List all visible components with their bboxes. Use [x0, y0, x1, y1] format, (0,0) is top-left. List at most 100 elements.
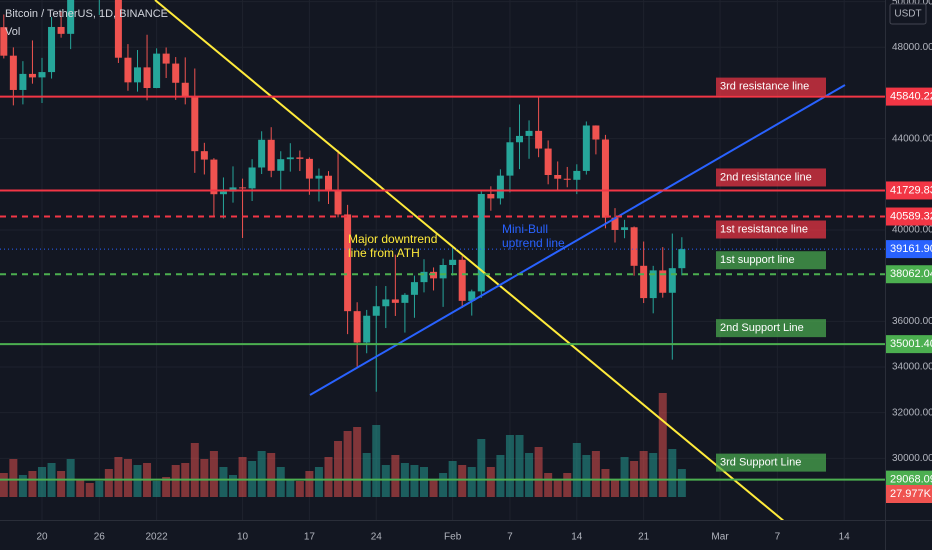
candle-body: [649, 270, 657, 299]
y-tick-label: 30000.00: [892, 453, 932, 464]
volume-bar: [190, 443, 199, 497]
volume-bar: [18, 475, 27, 497]
candle-body: [48, 26, 56, 73]
x-tick-label: 14: [571, 532, 583, 543]
level-tag: [885, 335, 932, 354]
volume-bar: [123, 459, 132, 497]
candle-body: [601, 139, 609, 218]
volume-bar: [534, 447, 543, 497]
candle-body: [659, 270, 667, 293]
candle-body: [114, 0, 122, 58]
candle-body: [458, 259, 466, 301]
volume-bar: [362, 453, 371, 497]
level-tag-label: 45840.22: [890, 91, 932, 103]
level-tag-label: 40589.32: [890, 210, 932, 222]
volume-bar: [486, 467, 495, 497]
volume-bar: [238, 457, 247, 497]
y-tick-label: 36000.00: [892, 316, 932, 327]
volume-bar: [209, 451, 218, 497]
annotation: uptrend line: [502, 236, 565, 250]
volume-label: Vol: [5, 26, 20, 38]
candle-body: [172, 63, 180, 83]
level-box: [716, 168, 826, 187]
candle-body: [640, 265, 648, 299]
candle-body: [134, 67, 141, 83]
volume-bar: [563, 473, 572, 497]
volume-bar: [57, 471, 66, 497]
volume-bar: [458, 465, 467, 497]
volume-bar: [38, 467, 46, 497]
volume-bar: [391, 455, 400, 497]
x-tick-label: 2022: [145, 532, 168, 543]
x-tick-label: Feb: [444, 532, 462, 543]
level-tag-label: 29068.09: [890, 474, 932, 486]
level-name: 3rd Support Line: [720, 457, 801, 469]
x-tick-label: 14: [839, 532, 851, 543]
y-tick-label: 32000.00: [892, 407, 932, 418]
candle-body: [305, 158, 313, 179]
volume-bar: [658, 393, 667, 497]
volume-bar: [381, 465, 390, 497]
volume-bar: [257, 451, 266, 497]
volume-bar: [410, 465, 419, 497]
volume-bar: [515, 435, 524, 497]
candle-body: [0, 27, 8, 56]
level-name: 2nd Support Line: [720, 322, 804, 334]
level-tag: [885, 207, 932, 226]
volume-bar: [114, 457, 123, 497]
candle-body: [468, 291, 476, 301]
candle-body: [563, 178, 571, 180]
price-tag: [885, 240, 932, 259]
volume-bar: [133, 465, 142, 497]
candle-body: [210, 159, 218, 195]
volume-bar: [639, 451, 648, 497]
level-name: 2nd resistance line: [720, 171, 812, 183]
level-box: [716, 319, 826, 338]
candle-body: [420, 271, 428, 283]
volume-bar: [76, 479, 85, 497]
candle-body: [28, 73, 36, 78]
candle-body: [382, 299, 390, 307]
volume-bar: [276, 467, 285, 497]
x-tick-label: 17: [304, 532, 316, 543]
volume-bar: [295, 481, 304, 497]
candle-body: [239, 187, 247, 189]
candle-body: [38, 72, 46, 78]
volume-bar: [611, 479, 619, 497]
volume-bar: [353, 427, 362, 497]
candle-body: [344, 214, 352, 312]
candle-body: [582, 125, 590, 171]
candle-body: [506, 142, 514, 176]
annotation: Mini-Bull: [502, 222, 548, 236]
volume-bar: [649, 453, 658, 497]
level-tag-label: 35001.40: [890, 338, 932, 350]
volume-bar: [620, 457, 629, 497]
volume-bar: [305, 471, 314, 497]
candle-body: [544, 148, 552, 176]
candle-body: [487, 194, 495, 199]
candle-body: [449, 259, 457, 266]
volume-bar: [591, 451, 600, 497]
chart-title: Bitcoin / TetherUS, 1D, BINANCE: [5, 8, 168, 20]
candle-body: [678, 249, 686, 269]
x-tick-label: 7: [775, 532, 781, 543]
candle-body: [668, 268, 676, 293]
volume-bar: [372, 425, 381, 497]
candle-body: [535, 130, 543, 149]
volume-bar: [286, 479, 295, 497]
volume-bar: [668, 449, 677, 497]
y-tick-label: 44000.00: [892, 133, 932, 144]
downtrend-line: [154, 0, 785, 520]
candle-body: [124, 57, 132, 83]
candle-body: [391, 299, 399, 303]
volume-bar: [467, 467, 476, 497]
candle-body: [143, 67, 151, 89]
volume-bar: [66, 459, 75, 497]
currency-box: [889, 3, 927, 25]
level-box: [716, 251, 826, 270]
candle-body: [334, 190, 342, 215]
candle-body: [200, 151, 208, 160]
candle-body: [181, 82, 189, 97]
volume-bar: [496, 455, 505, 497]
candle-body: [410, 282, 418, 295]
